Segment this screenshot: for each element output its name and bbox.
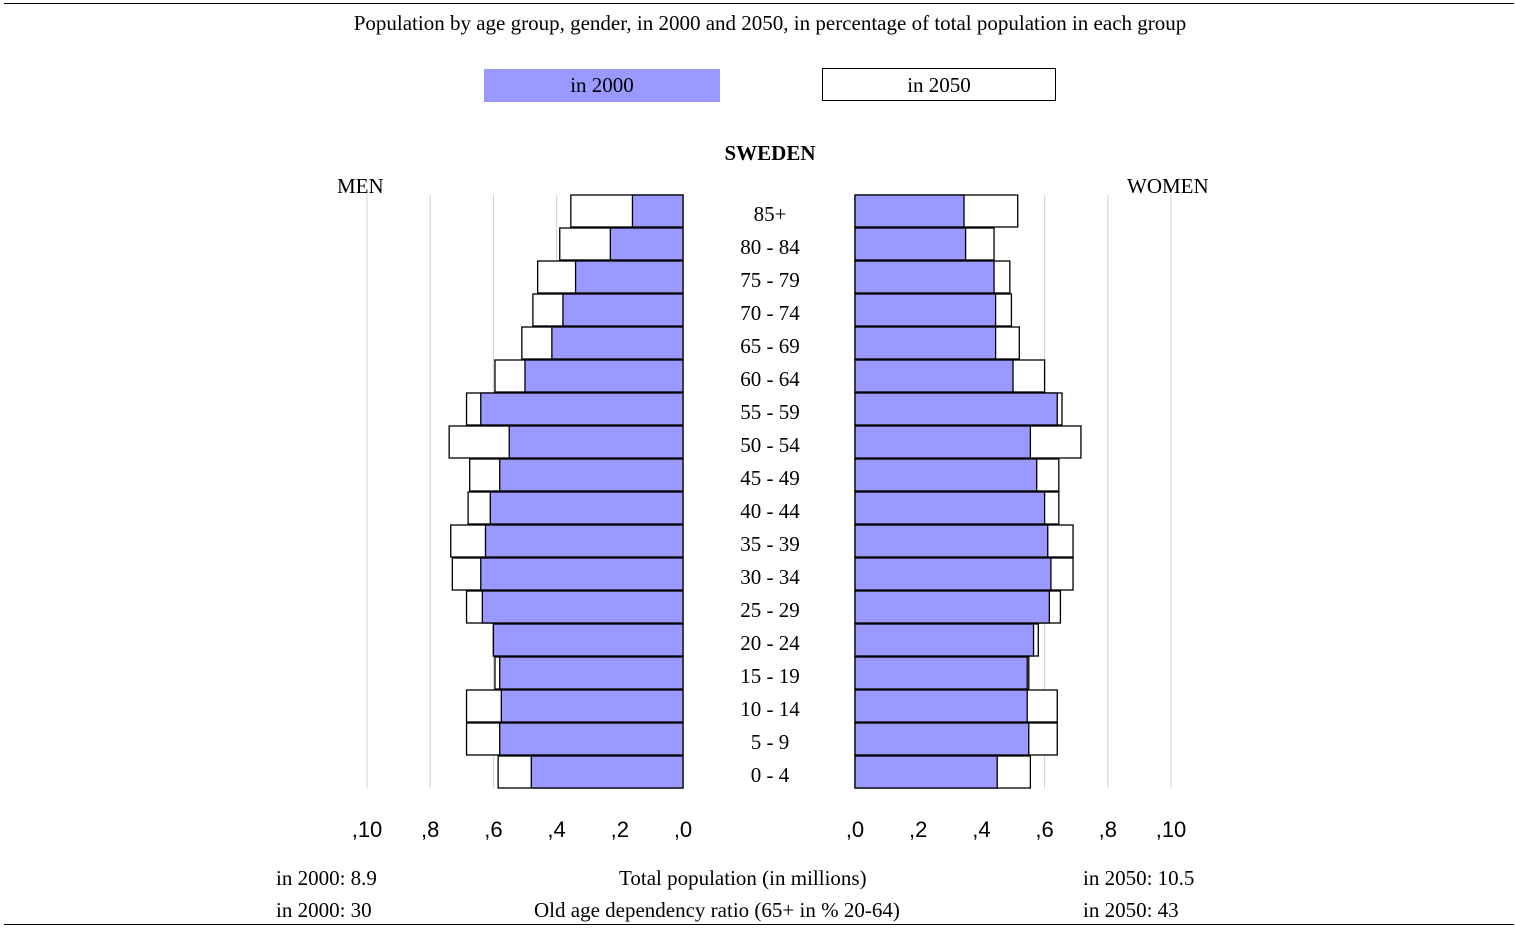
bar-women-2000 xyxy=(854,326,997,360)
x-tick-label: ,8 xyxy=(421,817,439,842)
legend-2000-label: in 2000 xyxy=(570,73,634,97)
bar-women-2000 xyxy=(854,491,1046,525)
bar-women-2000 xyxy=(854,557,1052,591)
pop-2000: in 2000: 8.9 xyxy=(276,866,377,890)
axis-ticks: ,10 ,10 ,8 ,8 ,6 ,6 ,4 ,4 ,2 ,2 ,0 ,0 xyxy=(352,817,1187,842)
x-tick-label: ,8 xyxy=(1099,817,1117,842)
chart-subtitle: Population by age group, gender, in 2000… xyxy=(353,11,1187,35)
bar-women-2000 xyxy=(854,458,1038,492)
age-label: 40 - 44 xyxy=(740,499,800,523)
chart-title: SWEDEN xyxy=(724,141,816,165)
age-label: 25 - 29 xyxy=(740,598,800,622)
x-tick-label: ,4 xyxy=(972,817,990,842)
legend-2050: in 2050 xyxy=(822,68,1056,101)
bar-men-2000 xyxy=(480,392,684,426)
age-label: 50 - 54 xyxy=(740,433,800,457)
age-label: 35 - 39 xyxy=(740,532,800,556)
bar-men-2000 xyxy=(489,491,684,525)
bars xyxy=(448,194,1082,789)
dep-label: Old age dependency ratio (65+ in % 20-64… xyxy=(534,898,900,922)
bar-women-2000 xyxy=(854,590,1050,624)
age-label: 65 - 69 xyxy=(740,334,800,358)
legend-2050-label: in 2050 xyxy=(907,73,971,97)
x-tick-label: ,0 xyxy=(674,817,692,842)
age-label: 0 - 4 xyxy=(751,763,790,787)
bar-women-2000 xyxy=(854,623,1035,657)
bar-men-2000 xyxy=(499,458,684,492)
age-label: 70 - 74 xyxy=(740,301,800,325)
bar-men-2000 xyxy=(492,623,684,657)
bar-men-2000 xyxy=(524,359,684,393)
x-tick-label: ,10 xyxy=(352,817,383,842)
x-tick-label: ,6 xyxy=(484,817,502,842)
age-label: 75 - 79 xyxy=(740,268,800,292)
pop-label: Total population (in millions) xyxy=(619,866,867,890)
bar-women-2000 xyxy=(854,359,1014,393)
bar-men-2000 xyxy=(499,722,684,756)
bar-women-2000 xyxy=(854,524,1049,558)
bar-men-2000 xyxy=(574,260,684,294)
men-label: MEN xyxy=(337,174,384,198)
bar-women-2000 xyxy=(854,392,1058,426)
bar-women-2000 xyxy=(854,260,995,294)
population-pyramid-chart: 85+ 80 - 84 75 - 79 70 - 74 65 - 69 60 - 64 55… xyxy=(352,194,1187,842)
age-label: 30 - 34 xyxy=(740,565,800,589)
pop-2050: in 2050: 10.5 xyxy=(1083,866,1195,890)
bar-men-2000 xyxy=(508,425,684,459)
age-label: 5 - 9 xyxy=(751,730,790,754)
bar-women-2000 xyxy=(854,689,1028,723)
x-tick-label: ,4 xyxy=(547,817,565,842)
age-label: 45 - 49 xyxy=(740,466,800,490)
bar-men-2000 xyxy=(530,755,684,789)
bar-men-2000 xyxy=(480,557,684,591)
x-tick-label: ,0 xyxy=(846,817,864,842)
bar-women-2000 xyxy=(854,194,965,228)
age-labels: 85+ 80 - 84 75 - 79 70 - 74 65 - 69 60 - 64 55… xyxy=(740,202,800,787)
top-rule xyxy=(4,3,1514,4)
dep-2000: in 2000: 30 xyxy=(276,898,372,922)
bar-men-2000 xyxy=(609,227,684,261)
bar-men-2000 xyxy=(499,656,684,690)
age-label: 20 - 24 xyxy=(740,631,800,655)
dep-2050: in 2050: 43 xyxy=(1083,898,1179,922)
bar-men-2000 xyxy=(500,689,684,723)
age-label: 10 - 14 xyxy=(740,697,800,721)
age-label: 55 - 59 xyxy=(740,400,800,424)
bar-women-2000 xyxy=(854,656,1028,690)
bar-men-2000 xyxy=(551,326,684,360)
bar-women-2000 xyxy=(854,722,1030,756)
age-label: 80 - 84 xyxy=(740,235,800,259)
bar-men-2000 xyxy=(631,194,684,228)
age-label: 15 - 19 xyxy=(740,664,800,688)
bar-women-2000 xyxy=(854,425,1032,459)
age-label: 85+ xyxy=(754,202,787,226)
x-tick-label: ,2 xyxy=(611,817,629,842)
age-label: 60 - 64 xyxy=(740,367,800,391)
bar-men-2000 xyxy=(481,590,684,624)
legend-2000: in 2000 xyxy=(484,69,720,102)
bottom-rule xyxy=(4,924,1514,925)
bar-women-2000 xyxy=(854,755,998,789)
bar-men-2000 xyxy=(562,293,684,327)
x-tick-label: ,10 xyxy=(1156,817,1187,842)
bar-women-2000 xyxy=(854,293,997,327)
bar-men-2000 xyxy=(484,524,684,558)
x-tick-label: ,2 xyxy=(909,817,927,842)
bar-women-2000 xyxy=(854,227,967,261)
x-tick-label: ,6 xyxy=(1035,817,1053,842)
women-label: WOMEN xyxy=(1127,174,1209,198)
